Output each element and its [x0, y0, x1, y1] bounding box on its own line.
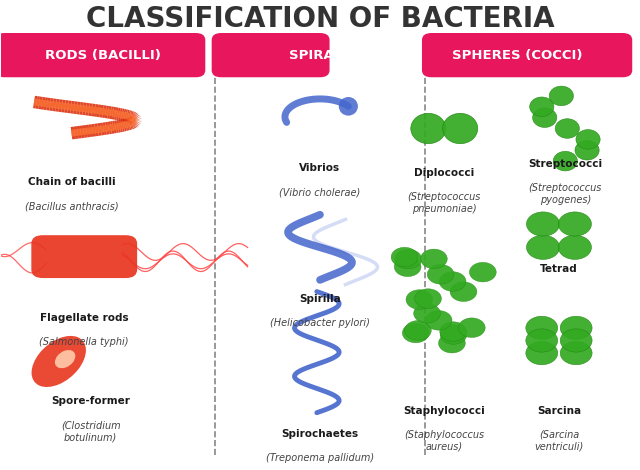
Ellipse shape: [428, 265, 454, 284]
Ellipse shape: [411, 113, 446, 144]
Text: Spore-former: Spore-former: [51, 396, 130, 407]
Ellipse shape: [31, 336, 86, 387]
Ellipse shape: [440, 322, 467, 341]
Ellipse shape: [425, 311, 452, 330]
Ellipse shape: [530, 97, 554, 117]
Ellipse shape: [395, 249, 422, 269]
Ellipse shape: [532, 108, 557, 127]
Ellipse shape: [458, 318, 485, 337]
Text: SPHERES (COCCI): SPHERES (COCCI): [452, 48, 583, 62]
Text: (Salmonella typhi): (Salmonella typhi): [40, 337, 129, 347]
Ellipse shape: [526, 329, 557, 352]
Ellipse shape: [576, 130, 600, 149]
Text: Staphylococci: Staphylococci: [403, 406, 485, 416]
Ellipse shape: [404, 321, 431, 340]
Text: Spirilla: Spirilla: [299, 294, 341, 304]
Ellipse shape: [415, 289, 442, 308]
Ellipse shape: [558, 212, 591, 236]
Text: (Helicobacter pylori): (Helicobacter pylori): [270, 318, 370, 328]
Text: CLASSIFICATION OF BACTERIA: CLASSIFICATION OF BACTERIA: [86, 5, 554, 33]
FancyBboxPatch shape: [0, 33, 205, 77]
FancyBboxPatch shape: [422, 33, 632, 77]
Text: Tetrad: Tetrad: [540, 264, 578, 274]
Text: RODS (BACILLI): RODS (BACILLI): [45, 48, 161, 62]
Ellipse shape: [549, 86, 573, 106]
Ellipse shape: [339, 97, 358, 116]
Text: (Treponema pallidum): (Treponema pallidum): [266, 453, 374, 463]
Ellipse shape: [560, 316, 592, 339]
FancyBboxPatch shape: [31, 235, 137, 278]
Ellipse shape: [413, 304, 440, 323]
Ellipse shape: [450, 282, 477, 301]
FancyBboxPatch shape: [212, 33, 330, 77]
Text: Chain of bacilli: Chain of bacilli: [28, 178, 115, 188]
Ellipse shape: [394, 257, 421, 276]
Ellipse shape: [526, 341, 557, 365]
Ellipse shape: [556, 119, 579, 138]
Ellipse shape: [553, 151, 577, 171]
Text: (Sarcina
ventriculi): (Sarcina ventriculi): [534, 430, 584, 452]
Ellipse shape: [406, 290, 433, 309]
Ellipse shape: [438, 333, 465, 353]
Ellipse shape: [55, 350, 76, 368]
Ellipse shape: [526, 316, 557, 339]
Text: (Clostridium
botulinum): (Clostridium botulinum): [61, 421, 120, 442]
Text: (Streptococcus
pneumoniae): (Streptococcus pneumoniae): [408, 192, 481, 214]
Ellipse shape: [558, 235, 591, 259]
Ellipse shape: [527, 235, 559, 259]
Ellipse shape: [560, 341, 592, 365]
Text: (Staphylococcus
aureus): (Staphylococcus aureus): [404, 430, 484, 452]
Ellipse shape: [575, 141, 599, 160]
Text: Vibrios: Vibrios: [300, 164, 340, 173]
Text: Spirochaetes: Spirochaetes: [282, 429, 358, 439]
Ellipse shape: [560, 329, 592, 352]
Ellipse shape: [470, 262, 496, 282]
Text: Sarcina: Sarcina: [537, 406, 581, 416]
Ellipse shape: [420, 249, 447, 269]
Ellipse shape: [403, 323, 429, 343]
Text: SPIRALS: SPIRALS: [289, 48, 351, 62]
Text: Diplococci: Diplococci: [414, 168, 474, 178]
Text: Flagellate rods: Flagellate rods: [40, 313, 129, 322]
Text: (Bacillus anthracis): (Bacillus anthracis): [25, 202, 118, 212]
Text: (Streptococcus
pyogenes): (Streptococcus pyogenes): [529, 183, 602, 204]
Text: (Vibrio cholerae): (Vibrio cholerae): [280, 188, 360, 198]
Ellipse shape: [439, 272, 466, 291]
Ellipse shape: [440, 325, 467, 344]
Ellipse shape: [443, 113, 477, 144]
Ellipse shape: [527, 212, 559, 236]
Text: Streptococci: Streptococci: [528, 159, 602, 169]
Ellipse shape: [391, 247, 418, 267]
